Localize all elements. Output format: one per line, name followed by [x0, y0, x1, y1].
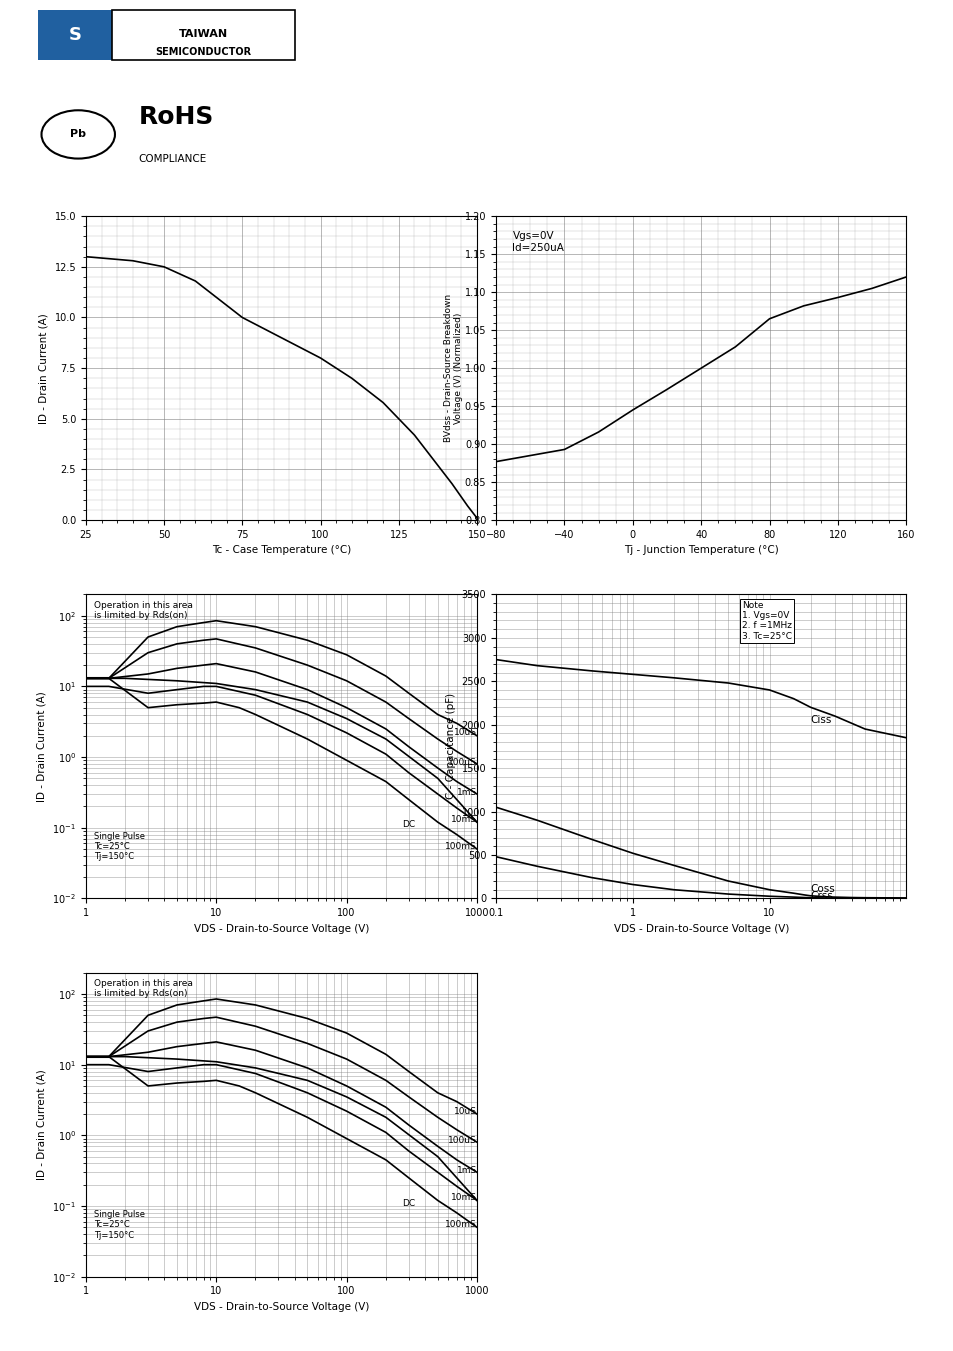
- Text: 10uS: 10uS: [454, 1106, 476, 1116]
- Text: Vgs=0V
Id=250uA: Vgs=0V Id=250uA: [512, 231, 564, 253]
- Text: COMPLIANCE: COMPLIANCE: [138, 154, 207, 163]
- Text: 100uS: 100uS: [448, 758, 476, 766]
- Text: Operation in this area
is limited by Rds(on): Operation in this area is limited by Rds…: [93, 600, 193, 620]
- Y-axis label: BVdss - Drain-Source Breakdown
Voltage (V) (Normalized): BVdss - Drain-Source Breakdown Voltage (…: [443, 295, 463, 442]
- Text: SEMICONDUCTOR: SEMICONDUCTOR: [155, 47, 252, 57]
- Text: Note
1. Vgs=0V
2. f =1MHz
3. Tc=25°C: Note 1. Vgs=0V 2. f =1MHz 3. Tc=25°C: [741, 600, 791, 640]
- FancyBboxPatch shape: [38, 11, 112, 61]
- X-axis label: VDS - Drain-to-Source Voltage (V): VDS - Drain-to-Source Voltage (V): [193, 924, 369, 934]
- Text: 10mS: 10mS: [451, 815, 476, 824]
- Text: 100uS: 100uS: [448, 1136, 476, 1144]
- Y-axis label: ID - Drain Current (A): ID - Drain Current (A): [39, 313, 49, 423]
- Text: 10uS: 10uS: [454, 728, 476, 738]
- Text: S: S: [69, 26, 81, 45]
- Text: 1mS: 1mS: [456, 1166, 476, 1175]
- Y-axis label: ID - Drain Current (A): ID - Drain Current (A): [37, 1070, 47, 1179]
- X-axis label: VDS - Drain-to-Source Voltage (V): VDS - Drain-to-Source Voltage (V): [193, 1302, 369, 1312]
- Text: Crss: Crss: [810, 890, 833, 901]
- Text: 1mS: 1mS: [456, 788, 476, 797]
- Text: TAIWAN: TAIWAN: [179, 30, 228, 39]
- Text: DC: DC: [402, 820, 415, 830]
- X-axis label: Tj - Junction Temperature (°C): Tj - Junction Temperature (°C): [623, 546, 778, 555]
- Y-axis label: C - Capacitance (pF): C - Capacitance (pF): [446, 693, 456, 800]
- FancyBboxPatch shape: [112, 11, 294, 61]
- Text: DC: DC: [402, 1198, 415, 1208]
- Text: 100mS: 100mS: [445, 1220, 476, 1229]
- X-axis label: VDS - Drain-to-Source Voltage (V): VDS - Drain-to-Source Voltage (V): [613, 924, 788, 934]
- Text: Single Pulse
Tc=25°C
Tj=150°C: Single Pulse Tc=25°C Tj=150°C: [93, 1210, 145, 1240]
- Text: Single Pulse
Tc=25°C
Tj=150°C: Single Pulse Tc=25°C Tj=150°C: [93, 831, 145, 862]
- Text: RoHS: RoHS: [138, 105, 213, 128]
- Circle shape: [42, 111, 114, 158]
- Text: Ciss: Ciss: [810, 716, 831, 725]
- Text: Coss: Coss: [810, 884, 835, 894]
- Text: Operation in this area
is limited by Rds(on): Operation in this area is limited by Rds…: [93, 978, 193, 998]
- Text: Pb: Pb: [71, 130, 86, 139]
- Text: 10mS: 10mS: [451, 1193, 476, 1202]
- Y-axis label: ID - Drain Current (A): ID - Drain Current (A): [37, 692, 47, 801]
- X-axis label: Tc - Case Temperature (°C): Tc - Case Temperature (°C): [212, 546, 351, 555]
- Text: 100mS: 100mS: [445, 842, 476, 851]
